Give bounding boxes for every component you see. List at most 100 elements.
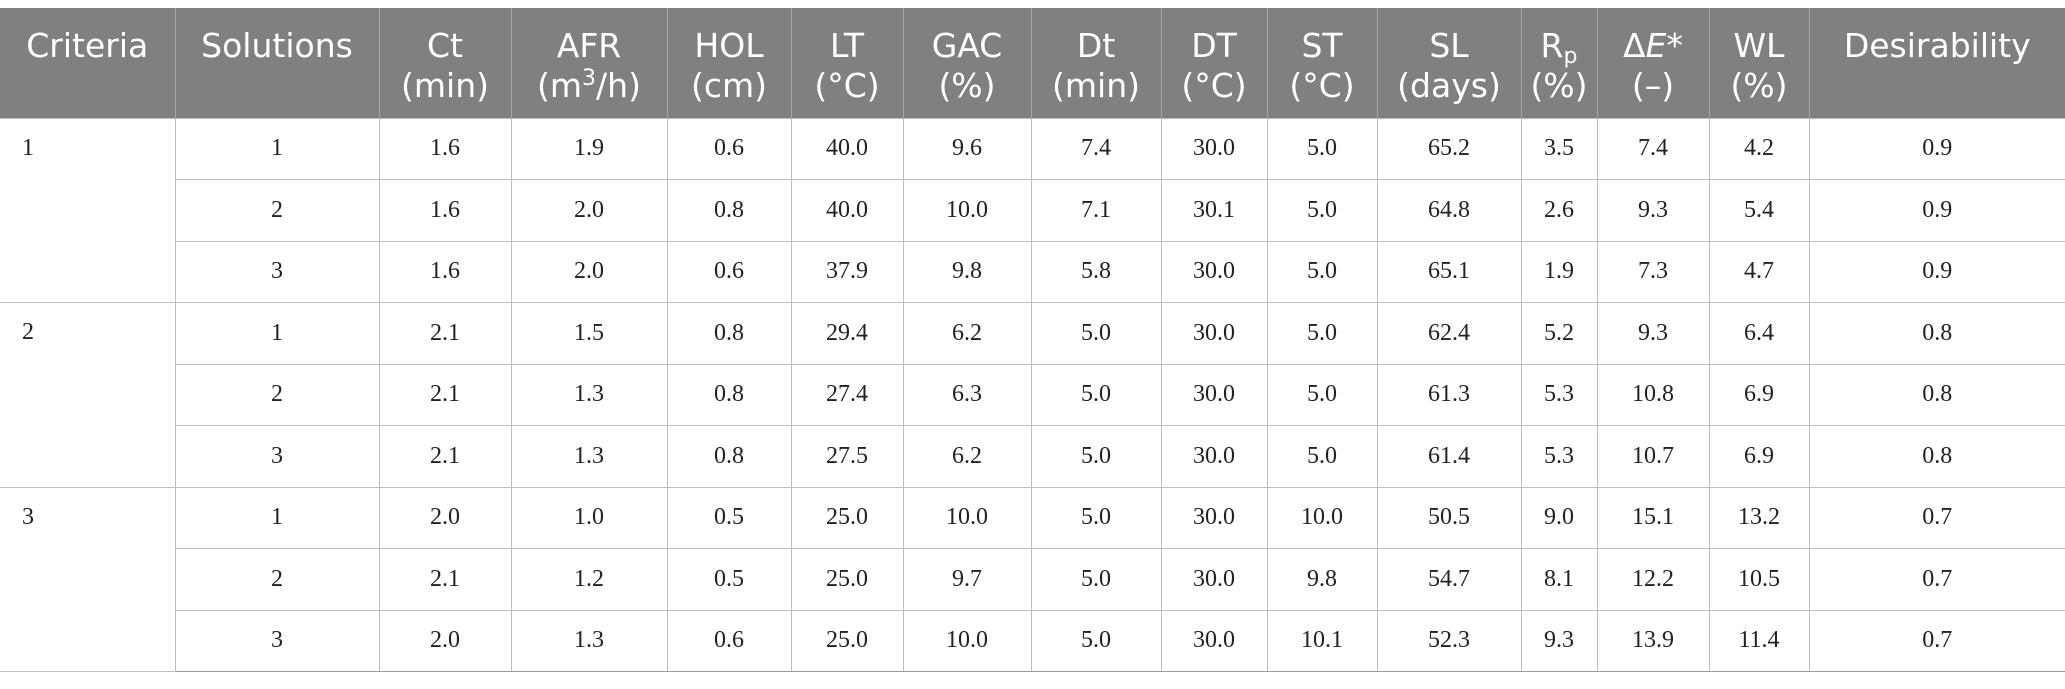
afr-cell: 1.3: [510, 363, 668, 426]
delta-e-cell: 7.3: [1596, 240, 1710, 303]
desirability-cell: 0.7: [1808, 609, 2065, 672]
rp-cell: 2.6: [1520, 179, 1598, 242]
lt-cell: 25.0: [790, 486, 904, 549]
st-cell: 5.0: [1266, 117, 1378, 180]
header-rp: Rp (%): [1521, 8, 1598, 118]
rp-cell: 5.3: [1520, 363, 1598, 426]
criteria-cell: 1: [0, 117, 176, 303]
dt-temp-cell: 30.0: [1160, 240, 1268, 303]
dt-min-cell: 5.0: [1030, 548, 1162, 611]
delta-e-cell: 15.1: [1596, 486, 1710, 549]
rp-cell: 1.9: [1520, 240, 1598, 303]
dt-min-cell: 7.4: [1030, 117, 1162, 180]
table-body: 1 1 1.6 1.9 0.6 40.0 9.6 7.4 30.0 5.0 65.2 3.5 7.4 4.…: [0, 117, 2065, 672]
table-row: 2 1 2.1 1.5 0.8 29.4 6.2 5.0 30.0 5.0 62.4 5.2 9.3 6.…: [0, 302, 2065, 488]
gac-cell: 10.0: [902, 179, 1032, 242]
header-gac: GAC (%): [903, 8, 1032, 118]
sl-cell: 65.2: [1376, 117, 1522, 180]
hol-cell: 0.5: [666, 486, 792, 549]
wl-cell: 6.4: [1708, 302, 1810, 365]
dt-min-cell: 5.0: [1030, 363, 1162, 426]
afr-cell: 2.0: [510, 240, 668, 303]
wl-cell: 4.2: [1708, 117, 1810, 180]
rp-cell: 9.0: [1520, 486, 1598, 549]
sl-cell: 62.4: [1376, 302, 1522, 365]
ct-cell: 2.1: [378, 363, 512, 426]
header-ct: Ct (min): [379, 8, 512, 118]
hol-cell: 0.8: [666, 425, 792, 488]
solution-cell: 3: [175, 240, 380, 303]
lt-cell: 27.4: [790, 363, 904, 426]
header-delta-e: ΔE* (–): [1597, 8, 1710, 118]
hol-cell: 0.8: [666, 363, 792, 426]
solution-cell: 3: [175, 425, 380, 488]
lt-cell: 37.9: [790, 240, 904, 303]
wl-cell: 6.9: [1708, 363, 1810, 426]
hol-cell: 0.6: [666, 117, 792, 180]
st-cell: 5.0: [1266, 425, 1378, 488]
dt-temp-cell: 30.0: [1160, 363, 1268, 426]
dt-min-cell: 5.0: [1030, 302, 1162, 365]
dt-min-cell: 5.0: [1030, 609, 1162, 672]
gac-cell: 9.8: [902, 240, 1032, 303]
dt-temp-cell: 30.0: [1160, 117, 1268, 180]
hol-cell: 0.8: [666, 179, 792, 242]
desirability-cell: 0.9: [1808, 179, 2065, 242]
delta-e-cell: 12.2: [1596, 548, 1710, 611]
desirability-cell: 0.7: [1808, 486, 2065, 549]
delta-e-cell: 7.4: [1596, 117, 1710, 180]
solution-cell: 1: [174, 486, 380, 549]
lt-cell: 40.0: [790, 117, 904, 180]
gac-cell: 6.3: [902, 363, 1032, 426]
st-cell: 10.1: [1266, 609, 1378, 672]
wl-cell: 11.4: [1708, 609, 1810, 672]
table-row: 3 1.6 2.0 0.6 37.9 9.8 5.8 30.0 5.0 65.1 1.9 7.3 4.7…: [0, 240, 2065, 303]
afr-cell: 1.0: [510, 486, 668, 549]
ct-cell: 2.0: [378, 486, 512, 549]
delta-e-cell: 10.8: [1596, 363, 1710, 426]
wl-cell: 4.7: [1708, 240, 1810, 303]
sl-cell: 64.8: [1376, 179, 1522, 242]
dt-temp-cell: 30.0: [1160, 302, 1268, 365]
dt-min-cell: 7.1: [1030, 179, 1162, 242]
solution-cell: 3: [175, 609, 380, 672]
table-row: 3 1 2.0 1.0 0.5 25.0 10.0 5.0 30.0 10.0 50.5 9.0 15.…: [0, 486, 2065, 672]
solution-cell: 2: [175, 363, 380, 426]
afr-cell: 1.3: [510, 609, 668, 672]
table-row: 2 1.6 2.0 0.8 40.0 10.0 7.1 30.1 5.0 64.8 2.6 9.3 5.…: [0, 179, 2065, 242]
gac-cell: 6.2: [902, 302, 1032, 365]
desirability-cell: 0.9: [1808, 117, 2065, 180]
header-row: Criteria Solutions Ct (min) AFR (m3/h) HO…: [0, 8, 2065, 118]
rp-cell: 5.3: [1520, 425, 1598, 488]
wl-cell: 6.9: [1708, 425, 1810, 488]
header-solutions: Solutions: [175, 8, 380, 118]
rp-cell: 9.3: [1520, 609, 1598, 672]
dt-temp-cell: 30.0: [1160, 609, 1268, 672]
lt-cell: 25.0: [790, 609, 904, 672]
afr-cell: 1.3: [510, 425, 668, 488]
rp-cell: 5.2: [1520, 302, 1598, 365]
sl-cell: 50.5: [1376, 486, 1522, 549]
solution-cell: 1: [174, 302, 380, 365]
wl-cell: 5.4: [1708, 179, 1810, 242]
sl-cell: 52.3: [1376, 609, 1522, 672]
gac-cell: 6.2: [902, 425, 1032, 488]
header-desirability: Desirability: [1809, 8, 2065, 118]
table-row: 3 2.0 1.3 0.6 25.0 10.0 5.0 30.0 10.1 52.3 9.3 13.9…: [0, 609, 2065, 672]
afr-cell: 1.5: [510, 302, 668, 365]
lt-cell: 40.0: [790, 179, 904, 242]
st-cell: 5.0: [1266, 240, 1378, 303]
dt-temp-cell: 30.0: [1160, 486, 1268, 549]
st-cell: 5.0: [1266, 179, 1378, 242]
afr-cell: 1.2: [510, 548, 668, 611]
desirability-cell: 0.9: [1808, 240, 2065, 303]
ct-cell: 2.1: [378, 548, 512, 611]
header-lt: LT (°C): [791, 8, 904, 118]
table-row: 2 2.1 1.3 0.8 27.4 6.3 5.0 30.0 5.0 61.3 5.3 10.8 6.…: [0, 363, 2065, 426]
ct-cell: 2.1: [378, 425, 512, 488]
ct-cell: 2.0: [378, 609, 512, 672]
lt-cell: 27.5: [790, 425, 904, 488]
delta-e-cell: 13.9: [1596, 609, 1710, 672]
header-dt-min: Dt (min): [1031, 8, 1162, 118]
st-cell: 5.0: [1266, 363, 1378, 426]
